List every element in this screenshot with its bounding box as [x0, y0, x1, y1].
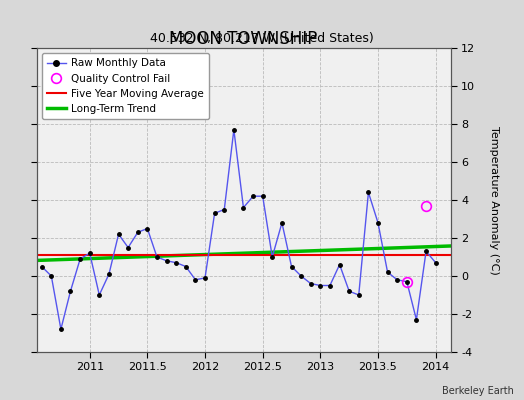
- Raw Monthly Data: [135, 230, 141, 235]
- Raw Monthly Data: [144, 226, 150, 231]
- Raw Monthly Data: [38, 264, 45, 269]
- Raw Monthly Data: [96, 293, 102, 298]
- Raw Monthly Data: [279, 220, 285, 225]
- Legend: Raw Monthly Data, Quality Control Fail, Five Year Moving Average, Long-Term Tren: Raw Monthly Data, Quality Control Fail, …: [42, 53, 209, 119]
- Raw Monthly Data: [288, 264, 294, 269]
- Quality Control Fail: [423, 203, 429, 208]
- Raw Monthly Data: [221, 207, 227, 212]
- Raw Monthly Data: [173, 260, 179, 265]
- Raw Monthly Data: [403, 279, 410, 284]
- Raw Monthly Data: [86, 251, 93, 256]
- Raw Monthly Data: [308, 281, 314, 286]
- Raw Monthly Data: [67, 289, 73, 294]
- Raw Monthly Data: [212, 211, 218, 216]
- Quality Control Fail: [403, 279, 410, 284]
- Raw Monthly Data: [241, 205, 247, 210]
- Raw Monthly Data: [269, 255, 276, 260]
- Raw Monthly Data: [346, 289, 352, 294]
- Raw Monthly Data: [183, 264, 189, 269]
- Raw Monthly Data: [48, 274, 54, 278]
- Raw Monthly Data: [202, 276, 208, 280]
- Raw Monthly Data: [106, 272, 112, 276]
- Raw Monthly Data: [413, 317, 420, 322]
- Raw Monthly Data: [385, 270, 391, 274]
- Y-axis label: Temperature Anomaly (°C): Temperature Anomaly (°C): [489, 126, 499, 274]
- Raw Monthly Data: [317, 283, 323, 288]
- Raw Monthly Data: [394, 278, 400, 282]
- Line: Quality Control Fail: Quality Control Fail: [402, 201, 431, 286]
- Raw Monthly Data: [356, 293, 362, 298]
- Title: MOON TOWNSHIP: MOON TOWNSHIP: [169, 30, 318, 48]
- Line: Raw Monthly Data: Raw Monthly Data: [41, 130, 435, 329]
- Raw Monthly Data: [259, 194, 266, 198]
- Raw Monthly Data: [125, 245, 132, 250]
- Text: Berkeley Earth: Berkeley Earth: [442, 386, 514, 396]
- Raw Monthly Data: [375, 220, 381, 225]
- Raw Monthly Data: [163, 258, 170, 263]
- Raw Monthly Data: [336, 262, 343, 267]
- Raw Monthly Data: [423, 249, 429, 254]
- Raw Monthly Data: [77, 256, 83, 261]
- Raw Monthly Data: [327, 283, 333, 288]
- Raw Monthly Data: [298, 274, 304, 278]
- Raw Monthly Data: [231, 127, 237, 132]
- Raw Monthly Data: [250, 194, 256, 198]
- Raw Monthly Data: [432, 260, 439, 265]
- Text: 40.532 N, 80.217 W (United States): 40.532 N, 80.217 W (United States): [150, 32, 374, 45]
- Raw Monthly Data: [115, 232, 122, 236]
- Raw Monthly Data: [58, 327, 64, 332]
- Raw Monthly Data: [192, 278, 199, 282]
- Raw Monthly Data: [154, 255, 160, 260]
- Raw Monthly Data: [365, 190, 372, 195]
